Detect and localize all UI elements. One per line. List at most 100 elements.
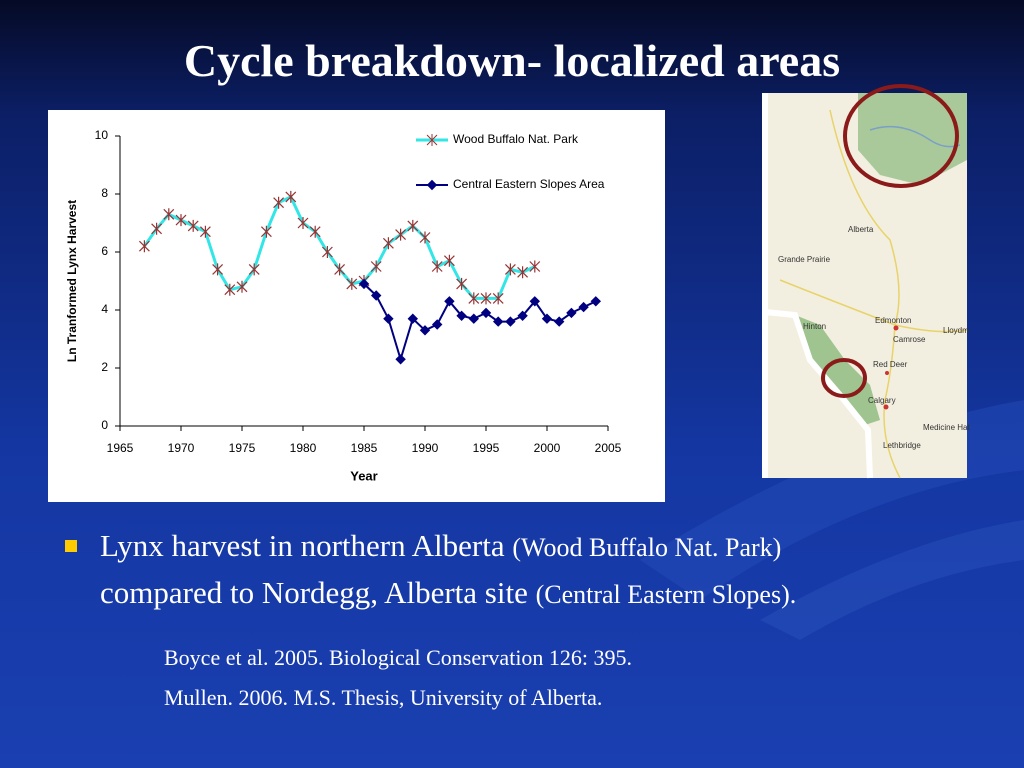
city-dot [885, 371, 889, 375]
map-label: Edmonton [875, 316, 911, 325]
legend-marker [426, 134, 438, 146]
y-tick-label: 4 [101, 302, 108, 316]
marker [468, 313, 480, 324]
bullet-text: (Wood Buffalo Nat. Park) [512, 533, 781, 562]
map-label: Lloydm [943, 326, 969, 335]
marker [480, 307, 492, 319]
legend-label: Wood Buffalo Nat. Park [453, 132, 579, 146]
marker [395, 354, 406, 365]
marker [456, 277, 468, 290]
map-label: Hinton [803, 322, 826, 331]
marker [224, 283, 236, 296]
marker [273, 196, 285, 209]
marker [163, 208, 175, 221]
marker [566, 307, 577, 319]
marker [370, 260, 382, 273]
map-label: Camrose [893, 335, 926, 344]
slopes-area [795, 315, 880, 425]
marker [517, 310, 528, 322]
marker [492, 292, 504, 305]
map-label: Lethbridge [883, 441, 921, 450]
marker [346, 277, 358, 290]
y-axis-label: Ln Tranformed Lynx Harvest [65, 200, 79, 362]
y-tick-label: 6 [101, 244, 108, 258]
marker [285, 190, 297, 203]
y-tick-label: 8 [101, 186, 108, 200]
marker [321, 246, 333, 258]
bullet-line: compared to Nordegg, Alberta site (Centr… [100, 575, 796, 610]
marker [419, 231, 431, 244]
marker [187, 219, 199, 232]
legend-label: Central Eastern Slopes Area [453, 177, 605, 191]
marker [529, 296, 541, 307]
bullet-line: Lynx harvest in northern Alberta (Wood B… [100, 528, 781, 563]
bullet-text: Lynx harvest in northern Alberta [100, 528, 505, 563]
roads [779, 109, 968, 479]
marker [431, 260, 443, 273]
map-label: Grande Prairie [778, 255, 831, 264]
marker [578, 301, 589, 313]
marker [309, 225, 321, 238]
marker [358, 278, 370, 290]
swoosh [760, 520, 1024, 640]
river [869, 125, 961, 148]
x-tick-label: 1975 [229, 441, 256, 455]
marker [407, 313, 419, 324]
bullet-text: (Central Eastern Slopes). [536, 580, 797, 609]
marker [370, 290, 382, 301]
park-area [858, 93, 967, 185]
marker [431, 319, 443, 330]
bullet-marker [65, 540, 77, 552]
marker [468, 292, 480, 305]
marker [504, 263, 516, 276]
x-tick-label: 2000 [534, 441, 561, 455]
reference: Boyce et al. 2005. Biological Conservati… [164, 645, 632, 670]
marker [334, 263, 346, 276]
marker [236, 280, 248, 293]
marker [212, 263, 224, 276]
slide-title: Cycle breakdown- localized areas [184, 35, 840, 86]
bullet-text: compared to Nordegg, Alberta site [100, 575, 528, 610]
x-tick-label: 1980 [290, 441, 317, 455]
x-tick-label: 1990 [412, 441, 439, 455]
map-label: Red Deer [873, 360, 908, 369]
marker [151, 222, 163, 235]
y-tick-label: 0 [101, 418, 108, 432]
marker [297, 217, 309, 229]
y-tick-label: 2 [101, 360, 108, 374]
marker [505, 316, 516, 327]
marker [138, 240, 150, 253]
chart: Year Ln Tranformed Lynx Harvest 0 2 4 6 8 10 1… [65, 128, 621, 483]
x-tick-label: 2005 [595, 441, 622, 455]
highlight-circle [843, 84, 959, 188]
x-tick-label: 1970 [168, 441, 195, 455]
highlight-circle [821, 358, 867, 398]
map-label: Calgary [868, 396, 896, 405]
marker [480, 292, 492, 305]
marker [383, 313, 394, 324]
marker [248, 263, 260, 276]
marker [419, 325, 431, 336]
marker [541, 313, 553, 324]
marker [407, 219, 419, 232]
marker [553, 316, 565, 327]
marker [260, 225, 272, 238]
legend-marker [426, 179, 438, 191]
x-tick-label: 1965 [107, 441, 134, 455]
marker [456, 310, 467, 322]
x-tick-label: 1985 [351, 441, 378, 455]
marker [382, 237, 394, 250]
marker [590, 296, 602, 307]
y-tick-label: 10 [95, 128, 109, 142]
marker [395, 228, 407, 241]
marker [492, 316, 504, 327]
x-axis-label: Year [350, 468, 377, 483]
reference: Mullen. 2006. M.S. Thesis, University of… [164, 685, 602, 710]
marker [517, 266, 529, 279]
marker [529, 260, 541, 273]
map: Alberta Grande Prairie Edmonton Hinton C… [762, 84, 970, 479]
marker [199, 225, 211, 238]
map-label: Medicine Hat [923, 423, 970, 432]
